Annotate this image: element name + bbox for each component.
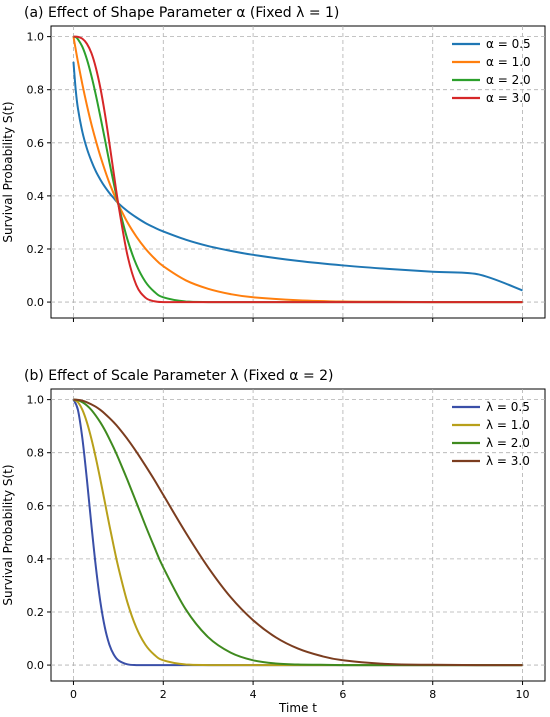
y-tick-label: 0.2 bbox=[27, 243, 45, 256]
chart-title-a: (a) Effect of Shape Parameter α (Fixed λ… bbox=[24, 5, 339, 21]
legend-label: α = 2.0 bbox=[486, 73, 531, 87]
x-tick-label: 10 bbox=[516, 688, 530, 701]
series-line-a-4 bbox=[73, 35, 523, 304]
y-axis-label-b: Survival Probability S(t) bbox=[1, 464, 15, 605]
y-tick-label: 0.4 bbox=[27, 190, 45, 203]
y-tick-label: 0.6 bbox=[27, 500, 45, 513]
legend-label: α = 0.5 bbox=[486, 37, 531, 51]
legend-label: λ = 2.0 bbox=[486, 436, 530, 450]
series-line-a-1 bbox=[72, 61, 523, 292]
chart-panel-a: (a) Effect of Shape Parameter α (Fixed λ… bbox=[1, 5, 546, 322]
x-tick-label: 8 bbox=[429, 688, 436, 701]
y-tick-label: 0.8 bbox=[27, 84, 45, 97]
legend-label: λ = 1.0 bbox=[486, 418, 530, 432]
plot-frame-a bbox=[50, 25, 546, 319]
legend-label: α = 1.0 bbox=[486, 55, 531, 69]
series-line-b-4 bbox=[73, 398, 523, 667]
legend-a: α = 0.5 α = 1.0 α = 2.0 α = 3.0 bbox=[452, 37, 531, 105]
legend-label: λ = 3.0 bbox=[486, 454, 530, 468]
x-ticks-b: 0 2 4 6 8 10 bbox=[70, 681, 530, 701]
y-tick-label: 0.4 bbox=[27, 553, 45, 566]
chart-title-b: (b) Effect of Scale Parameter λ (Fixed α… bbox=[24, 368, 334, 384]
y-tick-label: 1.0 bbox=[27, 31, 45, 44]
y-tick-label: 0.8 bbox=[27, 447, 45, 460]
x-ticks-a bbox=[72, 318, 524, 322]
chart-panel-b: (b) Effect of Scale Parameter λ (Fixed α… bbox=[1, 368, 546, 715]
x-tick-label: 2 bbox=[160, 688, 167, 701]
y-tick-label: 0.6 bbox=[27, 137, 45, 150]
y-ticks-b: 0.0 0.2 0.4 0.6 0.8 1.0 bbox=[27, 394, 51, 672]
x-axis-label-b: Time t bbox=[278, 701, 317, 715]
plot-frame-b bbox=[50, 388, 546, 682]
legend-b: λ = 0.5 λ = 1.0 λ = 2.0 λ = 3.0 bbox=[452, 400, 530, 468]
y-ticks-a: 0.0 0.2 0.4 0.6 0.8 1.0 bbox=[27, 31, 51, 309]
y-tick-label: 1.0 bbox=[27, 394, 45, 407]
series-lines-a bbox=[72, 35, 523, 304]
y-tick-label: 0.0 bbox=[27, 659, 45, 672]
x-tick-label: 6 bbox=[339, 688, 346, 701]
y-tick-label: 0.2 bbox=[27, 606, 45, 619]
legend-label: λ = 0.5 bbox=[486, 400, 530, 414]
series-lines-b bbox=[72, 398, 523, 667]
series-line-b-3 bbox=[73, 398, 523, 667]
x-tick-label: 4 bbox=[250, 688, 257, 701]
legend-label: α = 3.0 bbox=[486, 91, 531, 105]
x-tick-label: 0 bbox=[70, 688, 77, 701]
y-axis-label-a: Survival Probability S(t) bbox=[1, 101, 15, 242]
y-tick-label: 0.0 bbox=[27, 296, 45, 309]
